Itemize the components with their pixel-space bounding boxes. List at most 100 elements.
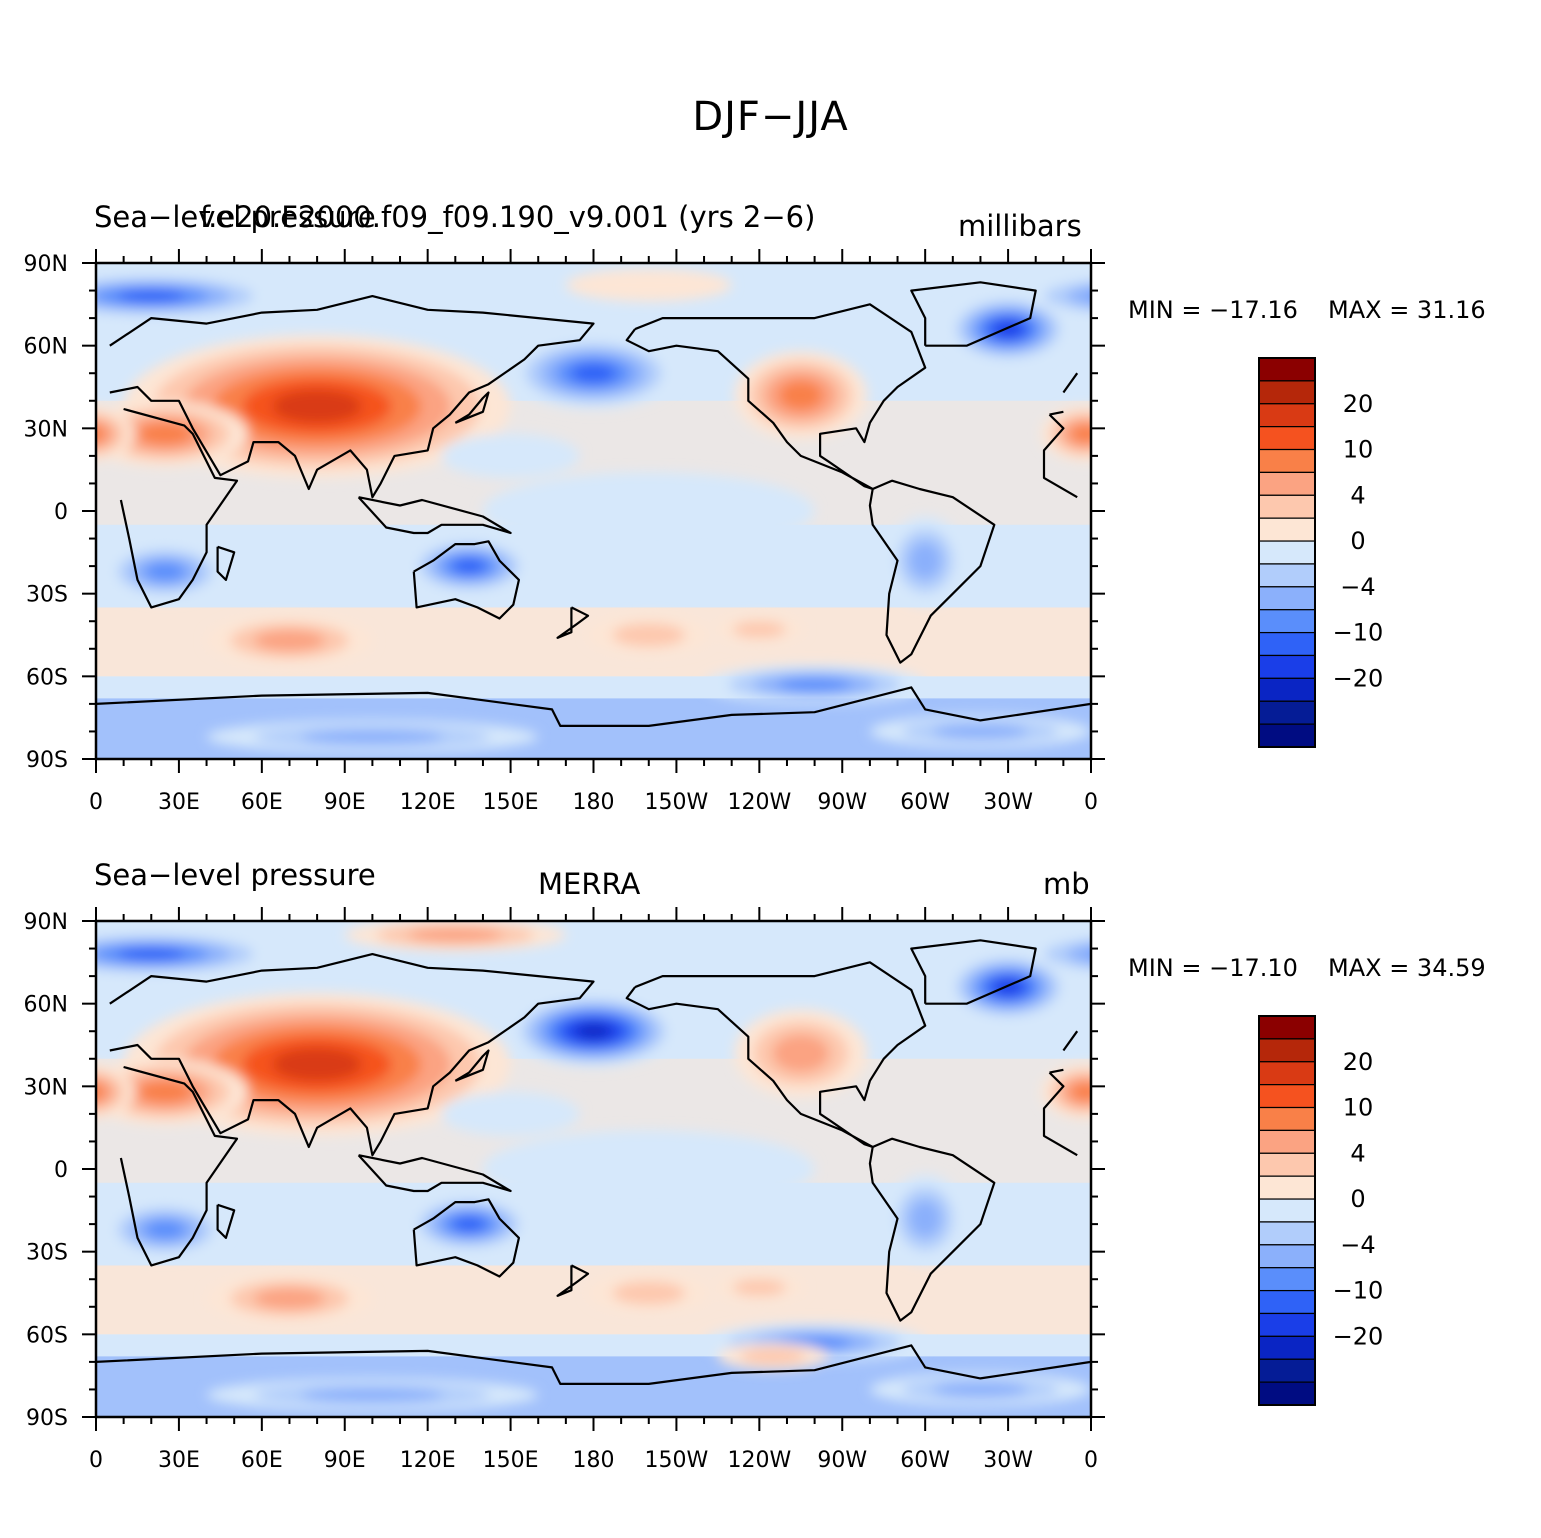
pressure-contour [407, 927, 503, 942]
coastline [357, 1154, 512, 1193]
colorbar-box [1258, 586, 1316, 611]
pressure-contour [253, 1287, 326, 1310]
pressure-contour [96, 425, 106, 443]
coastline [412, 1198, 520, 1278]
pressure-contour [1114, 415, 1206, 452]
pressure-contour [96, 418, 116, 449]
coastline [109, 953, 1079, 1157]
lon-tick-label: 60E [241, 790, 283, 815]
lon-tick-label: 150W [645, 1448, 709, 1473]
colorbar-box [1258, 1152, 1316, 1177]
colorbar-label: 20 [1343, 1048, 1374, 1076]
lon-tick-label: 0 [89, 1448, 103, 1473]
pressure-contour [1070, 424, 1091, 444]
colorbar-box [1258, 1244, 1316, 1269]
colorbar-box [1258, 448, 1316, 474]
colorbar-label: 4 [1350, 481, 1365, 509]
lat-tick-label: 60S [26, 1323, 68, 1348]
panel-graphics: 90N 60N 30N 0 30S 60S 90S 0 30E 60E 90E 120E 150E 180… [24, 907, 1383, 1473]
colorbar-frame [1258, 1015, 1316, 1406]
colorbar-box [1258, 1129, 1316, 1154]
pressure-contour [96, 1076, 116, 1107]
colorbar-box [1258, 517, 1316, 542]
pressure-contour [253, 629, 326, 652]
coastline [868, 1137, 996, 1322]
lon-tick-label: 30E [158, 1448, 200, 1473]
pressure-contour [1070, 1082, 1091, 1102]
pressure-contour [137, 1080, 193, 1103]
max-label: MAX = 31.16 [1328, 296, 1486, 324]
center-title: f.e20.F2000.f09_f09.190_v9.001 (yrs 2−6) [200, 200, 816, 234]
colorbar-box [1258, 1358, 1316, 1383]
lon-tick-label: 30W [983, 790, 1033, 815]
coastline [412, 540, 520, 620]
lon-tick-label: 30E [158, 790, 200, 815]
colorbar-box [1258, 540, 1316, 565]
lon-tick-label: 90E [324, 790, 366, 815]
pressure-contour [732, 1279, 786, 1296]
pressure-contour [144, 562, 186, 581]
pressure-contour [301, 1387, 444, 1403]
pressure-contour [777, 678, 852, 692]
max-label: MAX = 34.59 [1328, 954, 1486, 982]
lat-tick-label: 30N [24, 417, 68, 442]
colorbar-box [1258, 1084, 1316, 1109]
coastline [910, 939, 1037, 1005]
pressure-contour [772, 1034, 830, 1073]
coastline [910, 281, 1037, 347]
pressure-contour [482, 1130, 815, 1208]
pressure-contour [612, 1281, 686, 1305]
colorbar-box [1258, 1312, 1316, 1337]
colorbar-label: 4 [1350, 1139, 1365, 1167]
coastline [216, 545, 236, 581]
lon-tick-label: 60W [900, 1448, 950, 1473]
colorbar-label: −10 [1333, 619, 1384, 647]
pressure-contour [441, 1091, 580, 1136]
lat-tick-label: 30S [26, 1241, 68, 1266]
colorbar-box [1258, 631, 1316, 657]
lat-tick-label: 60N [24, 335, 68, 360]
coastline [454, 391, 490, 424]
pressure-contour [1096, 1066, 1225, 1117]
lon-tick-label: 120E [400, 790, 456, 815]
pressure-contour [452, 558, 486, 574]
pressure-contour [1067, 944, 1091, 965]
left-title: Sea−level pressure [94, 858, 376, 892]
lon-tick-label: 0 [89, 790, 103, 815]
lat-tick-label: 0 [54, 1158, 68, 1183]
lon-tick-label: 150E [483, 1448, 539, 1473]
lon-tick-label: 60W [900, 790, 950, 815]
lat-tick-label: 0 [54, 500, 68, 525]
colorbar-box [1258, 1175, 1316, 1200]
pressure-contour [570, 363, 617, 383]
lon-tick-label: 90E [324, 1448, 366, 1473]
coastline [556, 1264, 590, 1297]
pressure-contour [272, 389, 362, 423]
pressure-contour [117, 290, 186, 303]
coastline [119, 407, 1078, 609]
pressure-contour [612, 623, 686, 647]
colorbar-box [1258, 403, 1316, 428]
pressure-contour [933, 1382, 1028, 1397]
lon-tick-label: 60E [241, 1448, 283, 1473]
pressure-contour [1096, 408, 1225, 459]
lon-tick-label: 180 [573, 790, 615, 815]
pressure-contour [137, 422, 193, 445]
colorbar-box [1258, 1335, 1316, 1360]
units-label: mb [1043, 867, 1090, 901]
coastline [96, 686, 1091, 727]
pressure-contour [301, 729, 444, 745]
colorbar-label: −20 [1333, 664, 1384, 692]
lon-tick-label: 90W [817, 1448, 867, 1473]
coastline [216, 1203, 236, 1239]
colorbar-label: 0 [1350, 1185, 1365, 1213]
pressure-contour [778, 380, 823, 410]
colorbar-box [1258, 1267, 1316, 1292]
pressure-contour [1132, 423, 1187, 445]
colorbar: 20 10 4 0 −4 −10 −20 [1258, 1015, 1383, 1406]
pressure-contour [1077, 1073, 1091, 1111]
center-title: MERRA [538, 867, 641, 901]
pressure-contour [1067, 286, 1091, 307]
min-label: MIN = −17.16 [1128, 296, 1298, 324]
colorbar-label: 20 [1343, 390, 1374, 418]
